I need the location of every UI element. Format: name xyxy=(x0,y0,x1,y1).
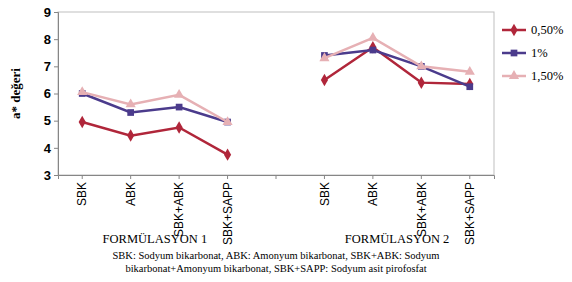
x-tick-mark xyxy=(227,175,228,179)
y-tick-label: 5 xyxy=(44,113,51,128)
x-tick-label: SBK+ABK xyxy=(415,182,429,237)
group-label: FORMÜLASYON 1 xyxy=(103,232,208,246)
marker xyxy=(370,47,377,54)
x-tick-label: SBK xyxy=(75,182,89,206)
marker xyxy=(319,52,329,61)
x-tick: SBK+SAPP xyxy=(463,175,477,245)
y-axis-line xyxy=(54,13,59,176)
series-line xyxy=(82,38,470,122)
y-axis: 3 4 5 6 7 8 9 xyxy=(44,5,59,183)
x-tick: SBK+ABK xyxy=(415,175,429,237)
marker xyxy=(466,78,473,90)
x-tick xyxy=(276,175,277,179)
marker xyxy=(321,74,328,86)
marker xyxy=(126,98,136,107)
marker xyxy=(127,129,134,141)
y-tick-mark xyxy=(54,121,58,122)
legend-label: 1% xyxy=(531,46,548,60)
x-tick-mark xyxy=(82,175,83,179)
y-tick: 8 xyxy=(44,32,58,47)
y-tick: 4 xyxy=(44,140,58,155)
y-tick-mark xyxy=(54,94,58,95)
marker xyxy=(368,32,378,41)
y-tick: 5 xyxy=(44,113,58,128)
y-tick-label: 4 xyxy=(44,140,52,155)
x-tick-mark xyxy=(324,175,325,179)
y-tick-label: 9 xyxy=(44,5,51,20)
marker xyxy=(79,116,86,128)
data-layer xyxy=(77,32,475,161)
legend-label: 1,50% xyxy=(531,69,563,83)
marker xyxy=(176,121,183,133)
x-tick-mark xyxy=(179,175,180,179)
marker xyxy=(466,83,473,90)
y-tick-mark xyxy=(54,175,58,176)
x-tick-label: ABK xyxy=(124,182,138,206)
legend-item: 1% xyxy=(502,46,548,60)
x-tick-label: SBK+SAPP xyxy=(463,182,477,245)
x-tick-mark xyxy=(276,175,277,179)
y-tick-mark xyxy=(54,148,58,149)
marker xyxy=(222,116,232,125)
x-tick-label: SBK+SAPP xyxy=(221,182,235,245)
legend-marker xyxy=(510,24,517,36)
x-tick-label: ABK xyxy=(366,182,380,206)
marker xyxy=(174,89,184,98)
y-tick: 7 xyxy=(44,59,58,74)
y-tick: 9 xyxy=(44,5,58,20)
group-label: FORMÜLASYON 2 xyxy=(345,232,450,246)
marker xyxy=(176,104,183,111)
x-tick: ABK xyxy=(124,175,138,206)
series-line xyxy=(82,47,470,154)
y-tick-label: 6 xyxy=(44,86,51,101)
legend-item: 1,50% xyxy=(502,69,563,83)
legend-item: 0,50% xyxy=(502,23,563,37)
y-tick-label: 3 xyxy=(44,168,51,183)
caption: bikarbonat+Amonyum bikarbonat, SBK+SAPP:… xyxy=(125,263,426,274)
y-tick-mark xyxy=(54,66,58,67)
x-tick-mark xyxy=(130,175,131,179)
y-axis-title: a* değeri xyxy=(8,68,23,119)
legend-marker xyxy=(509,70,519,79)
marker xyxy=(416,60,426,69)
x-tick-label: SBK xyxy=(318,182,332,206)
y-tick-mark xyxy=(54,12,58,13)
x-tick-label: SBK+ABK xyxy=(172,182,186,237)
marker xyxy=(77,86,87,95)
x-tick-mark xyxy=(469,175,470,179)
marker xyxy=(369,41,376,53)
y-tick: 3 xyxy=(44,168,58,183)
legend: 0,50% 1% 1,50% xyxy=(502,23,563,83)
legend-marker xyxy=(511,50,518,57)
plot: 3 4 5 6 7 8 9 SBK ABK SBK+ABK SBK+SAPP SBK ABK SBK+AB… xyxy=(44,5,495,246)
y-tick-label: 8 xyxy=(44,32,51,47)
marker xyxy=(465,66,475,75)
x-axis-line xyxy=(59,176,495,180)
x-tick: SBK+SAPP xyxy=(221,175,235,245)
x-tick: SBK xyxy=(75,175,89,206)
x-tick-mark xyxy=(372,175,373,179)
marker xyxy=(418,76,425,88)
plot-frame xyxy=(58,12,494,175)
y-tick-label: 7 xyxy=(44,59,51,74)
x-tick-mark xyxy=(421,175,422,179)
caption: SBK: Sodyum bikarbonat, ABK: Amonyum bik… xyxy=(112,250,439,261)
marker xyxy=(224,148,231,160)
legend-label: 0,50% xyxy=(531,23,563,37)
y-tick: 6 xyxy=(44,86,58,101)
x-tick: SBK xyxy=(318,175,332,206)
x-axis: SBK ABK SBK+ABK SBK+SAPP SBK ABK SBK+ABK SBK+SA… xyxy=(59,175,495,245)
x-tick: SBK+ABK xyxy=(172,175,186,237)
y-tick-mark xyxy=(54,39,58,40)
x-tick: ABK xyxy=(366,175,380,206)
marker xyxy=(127,109,134,116)
